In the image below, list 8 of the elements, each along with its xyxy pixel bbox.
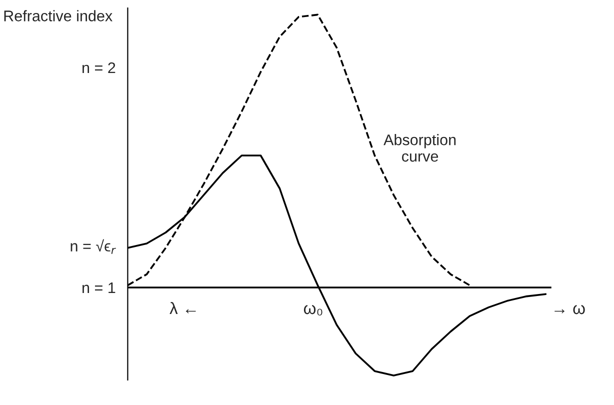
annotation: ω₀ — [304, 305, 322, 316]
y-tick-label: n = √ϵ$_{r}$ — [70, 239, 116, 254]
y-axis-title: Refractive index — [4, 10, 112, 22]
annotation: Absorption curve — [384, 134, 456, 162]
annotation: λ ← — [170, 302, 196, 314]
y-tick-label: n = 1 — [82, 282, 116, 294]
text: → ω — [554, 305, 585, 314]
y-tick-label: n = 2 — [82, 62, 116, 74]
